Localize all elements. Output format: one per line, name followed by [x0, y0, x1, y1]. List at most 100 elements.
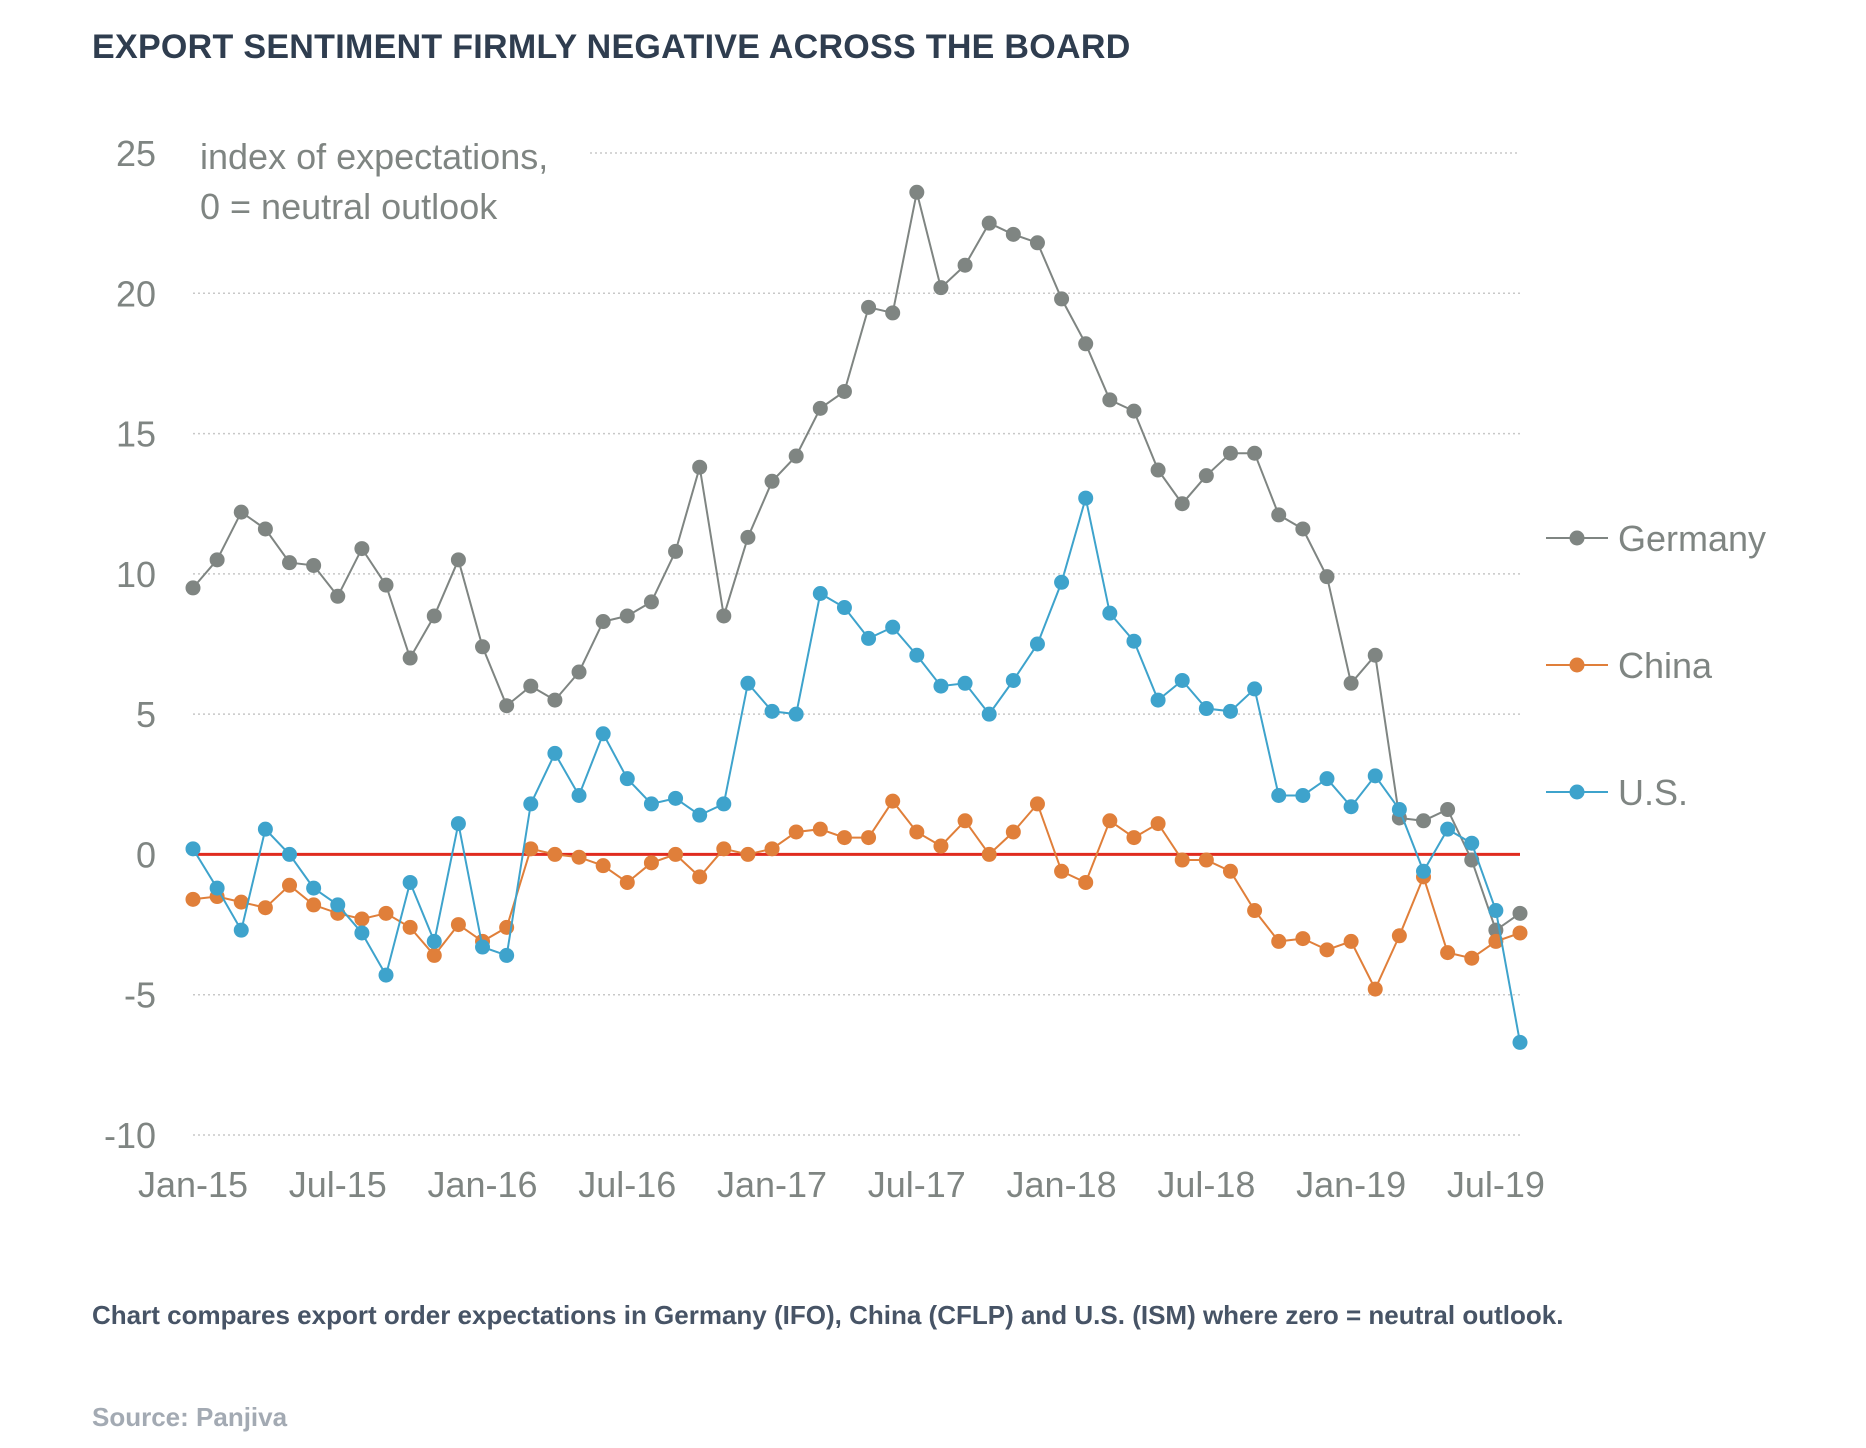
data-point	[1512, 925, 1528, 941]
data-point	[402, 874, 418, 890]
data-point	[1391, 802, 1407, 818]
data-point	[1150, 816, 1166, 832]
data-point	[185, 580, 201, 596]
data-point	[812, 400, 828, 416]
legend-swatch-marker	[1569, 657, 1585, 673]
data-point	[909, 647, 925, 663]
data-point	[740, 846, 756, 862]
data-point	[1415, 813, 1431, 829]
data-point	[1512, 1034, 1528, 1050]
data-point	[1343, 933, 1359, 949]
data-point	[330, 897, 346, 913]
data-point	[1198, 468, 1214, 484]
data-point	[740, 675, 756, 691]
data-point	[547, 846, 563, 862]
data-point	[981, 215, 997, 231]
data-point	[185, 841, 201, 857]
data-point	[1295, 521, 1311, 537]
legend-label: U.S.	[1618, 772, 1688, 813]
data-point	[1295, 788, 1311, 804]
x-tick-label: Jan-17	[717, 1164, 827, 1205]
data-point	[523, 678, 539, 694]
source-note: Source: Panjiva	[92, 1402, 288, 1432]
data-point	[1343, 675, 1359, 691]
data-point	[1488, 903, 1504, 919]
data-point	[1126, 403, 1142, 419]
legend-label: China	[1618, 645, 1713, 686]
x-tick-label: Jan-15	[138, 1164, 248, 1205]
data-point	[306, 557, 322, 573]
data-point	[1319, 942, 1335, 958]
data-point	[354, 925, 370, 941]
data-point	[619, 608, 635, 624]
data-point	[619, 771, 635, 787]
data-point	[1247, 903, 1263, 919]
data-point	[1150, 692, 1166, 708]
data-point	[643, 855, 659, 871]
data-point	[788, 706, 804, 722]
axis-annotation-line: index of expectations,	[200, 136, 548, 177]
data-point	[1415, 863, 1431, 879]
data-point	[1198, 701, 1214, 717]
data-point	[257, 821, 273, 837]
data-point	[185, 891, 201, 907]
data-point	[861, 830, 877, 846]
axis-annotation-line: 0 = neutral outlook	[200, 186, 498, 227]
data-point	[716, 841, 732, 857]
data-point	[885, 793, 901, 809]
axis-annotation: index of expectations, 0 = neutral outloo…	[200, 136, 548, 227]
x-tick-label: Jul-17	[868, 1164, 966, 1205]
data-point	[643, 796, 659, 812]
chart-caption: Chart compares export order expectations…	[92, 1300, 1564, 1330]
data-point	[1126, 830, 1142, 846]
data-point	[957, 813, 973, 829]
data-point	[354, 541, 370, 557]
data-point	[402, 919, 418, 935]
data-point	[209, 880, 225, 896]
data-point	[909, 824, 925, 840]
data-point	[861, 299, 877, 315]
data-point	[233, 504, 249, 520]
data-point	[330, 588, 346, 604]
x-tick-label: Jul-19	[1447, 1164, 1545, 1205]
data-point	[740, 529, 756, 545]
data-point	[571, 664, 587, 680]
legend-item: Germany	[1546, 518, 1766, 559]
y-tick-label: 0	[136, 834, 156, 875]
legend-swatch-marker	[1569, 784, 1585, 800]
chart-title: EXPORT SENTIMENT FIRMLY NEGATIVE ACROSS …	[92, 28, 1131, 66]
data-point	[764, 473, 780, 489]
data-point	[378, 905, 394, 921]
data-point	[378, 967, 394, 983]
data-point	[450, 816, 466, 832]
data-point	[1102, 813, 1118, 829]
data-point	[1440, 945, 1456, 961]
data-point	[981, 846, 997, 862]
data-point	[1102, 392, 1118, 408]
data-point	[1319, 771, 1335, 787]
series-china	[185, 793, 1528, 997]
line-chart: 25 20 15 10 5 0 -5 -10 Jan-15 Jul-15 Jan-16 Jul-16…	[104, 133, 1766, 1205]
data-point	[957, 257, 973, 273]
data-point	[523, 841, 539, 857]
data-point	[595, 614, 611, 630]
data-point	[1078, 874, 1094, 890]
data-point	[812, 821, 828, 837]
data-point	[1054, 863, 1070, 879]
data-point	[1222, 863, 1238, 879]
data-point	[402, 650, 418, 666]
data-point	[764, 703, 780, 719]
data-point	[257, 521, 273, 537]
data-point	[1102, 605, 1118, 621]
data-point	[475, 639, 491, 655]
data-point	[571, 788, 587, 804]
data-point	[499, 947, 515, 963]
data-point	[1029, 796, 1045, 812]
data-point	[1247, 445, 1263, 461]
grid-lines	[193, 152, 1520, 1136]
data-point	[1054, 291, 1070, 307]
data-point	[450, 917, 466, 933]
y-tick-label: -10	[104, 1115, 156, 1156]
data-point	[836, 383, 852, 399]
data-point	[668, 543, 684, 559]
